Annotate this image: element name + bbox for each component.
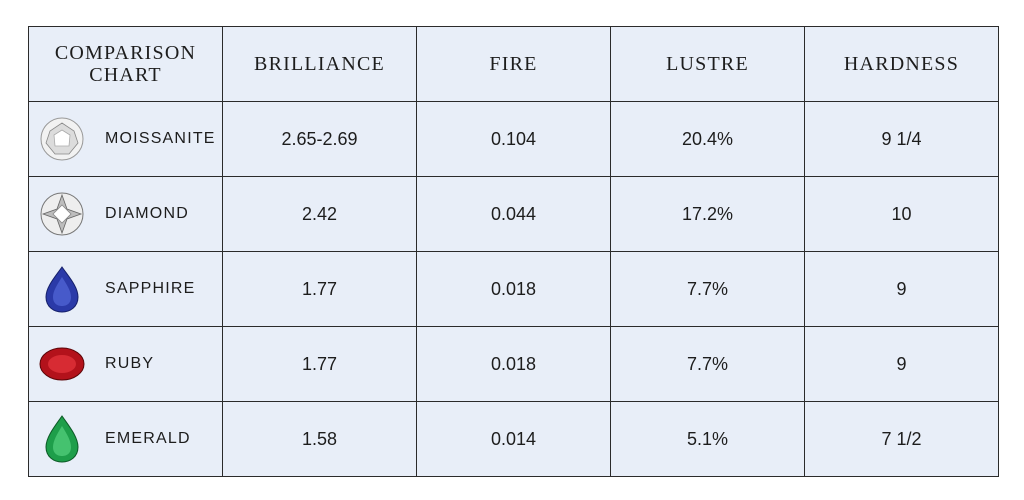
- gem-icon: [45, 266, 79, 313]
- cell: 9: [804, 326, 999, 402]
- gem-cell: MOISSANITE: [28, 101, 223, 177]
- row: MOISSANITE 2.65-2.69 0.104 20.4% 9 1/4: [28, 101, 999, 177]
- gem-icon: [39, 347, 85, 381]
- cell: 5.1%: [610, 401, 805, 477]
- header-text: COMPARISON CHART: [54, 41, 197, 86]
- gem-icon: [45, 415, 79, 463]
- gem-name: EMERALD: [105, 430, 191, 447]
- cell: 7.7%: [610, 326, 805, 402]
- cell: 0.044: [416, 176, 611, 252]
- cell: 0.014: [416, 401, 611, 477]
- cell: 0.018: [416, 326, 611, 402]
- header-cell: FIRE: [416, 26, 611, 102]
- gem-name: SAPPHIRE: [105, 280, 196, 297]
- row: SAPPHIRE 1.77 0.018 7.7% 9: [28, 251, 999, 327]
- cell: 0.104: [416, 101, 611, 177]
- gem-cell: RUBY: [28, 326, 223, 402]
- row: DIAMOND 2.42 0.044 17.2% 10: [28, 176, 999, 252]
- gem-name: DIAMOND: [105, 205, 189, 222]
- comparison-table: COMPARISON CHART BRILLIANCE FIRE LUSTRE …: [28, 26, 999, 477]
- gem-name: MOISSANITE: [105, 130, 216, 147]
- cell: 20.4%: [610, 101, 805, 177]
- cell: 1.77: [222, 326, 417, 402]
- header-cell: BRILLIANCE: [222, 26, 417, 102]
- header-cell: LUSTRE: [610, 26, 805, 102]
- cell: 1.77: [222, 251, 417, 327]
- cell: 9 1/4: [804, 101, 999, 177]
- cell: 9: [804, 251, 999, 327]
- cell: 17.2%: [610, 176, 805, 252]
- cell: 2.65-2.69: [222, 101, 417, 177]
- cell: 7.7%: [610, 251, 805, 327]
- row: RUBY 1.77 0.018 7.7% 9: [28, 326, 999, 402]
- cell: 7 1/2: [804, 401, 999, 477]
- gem-cell: DIAMOND: [28, 176, 223, 252]
- gem-icon: [40, 192, 84, 236]
- row: EMERALD 1.58 0.014 5.1% 7 1/2: [28, 401, 999, 477]
- cell: 1.58: [222, 401, 417, 477]
- cell: 10: [804, 176, 999, 252]
- header-cell: HARDNESS: [804, 26, 999, 102]
- cell: 2.42: [222, 176, 417, 252]
- header-row: COMPARISON CHART BRILLIANCE FIRE LUSTRE …: [28, 26, 999, 102]
- cell: 0.018: [416, 251, 611, 327]
- gem-cell: SAPPHIRE: [28, 251, 223, 327]
- gem-icon: [40, 117, 84, 161]
- gem-name: RUBY: [105, 355, 155, 372]
- header-cell: COMPARISON CHART: [28, 26, 223, 102]
- gem-cell: EMERALD: [28, 401, 223, 477]
